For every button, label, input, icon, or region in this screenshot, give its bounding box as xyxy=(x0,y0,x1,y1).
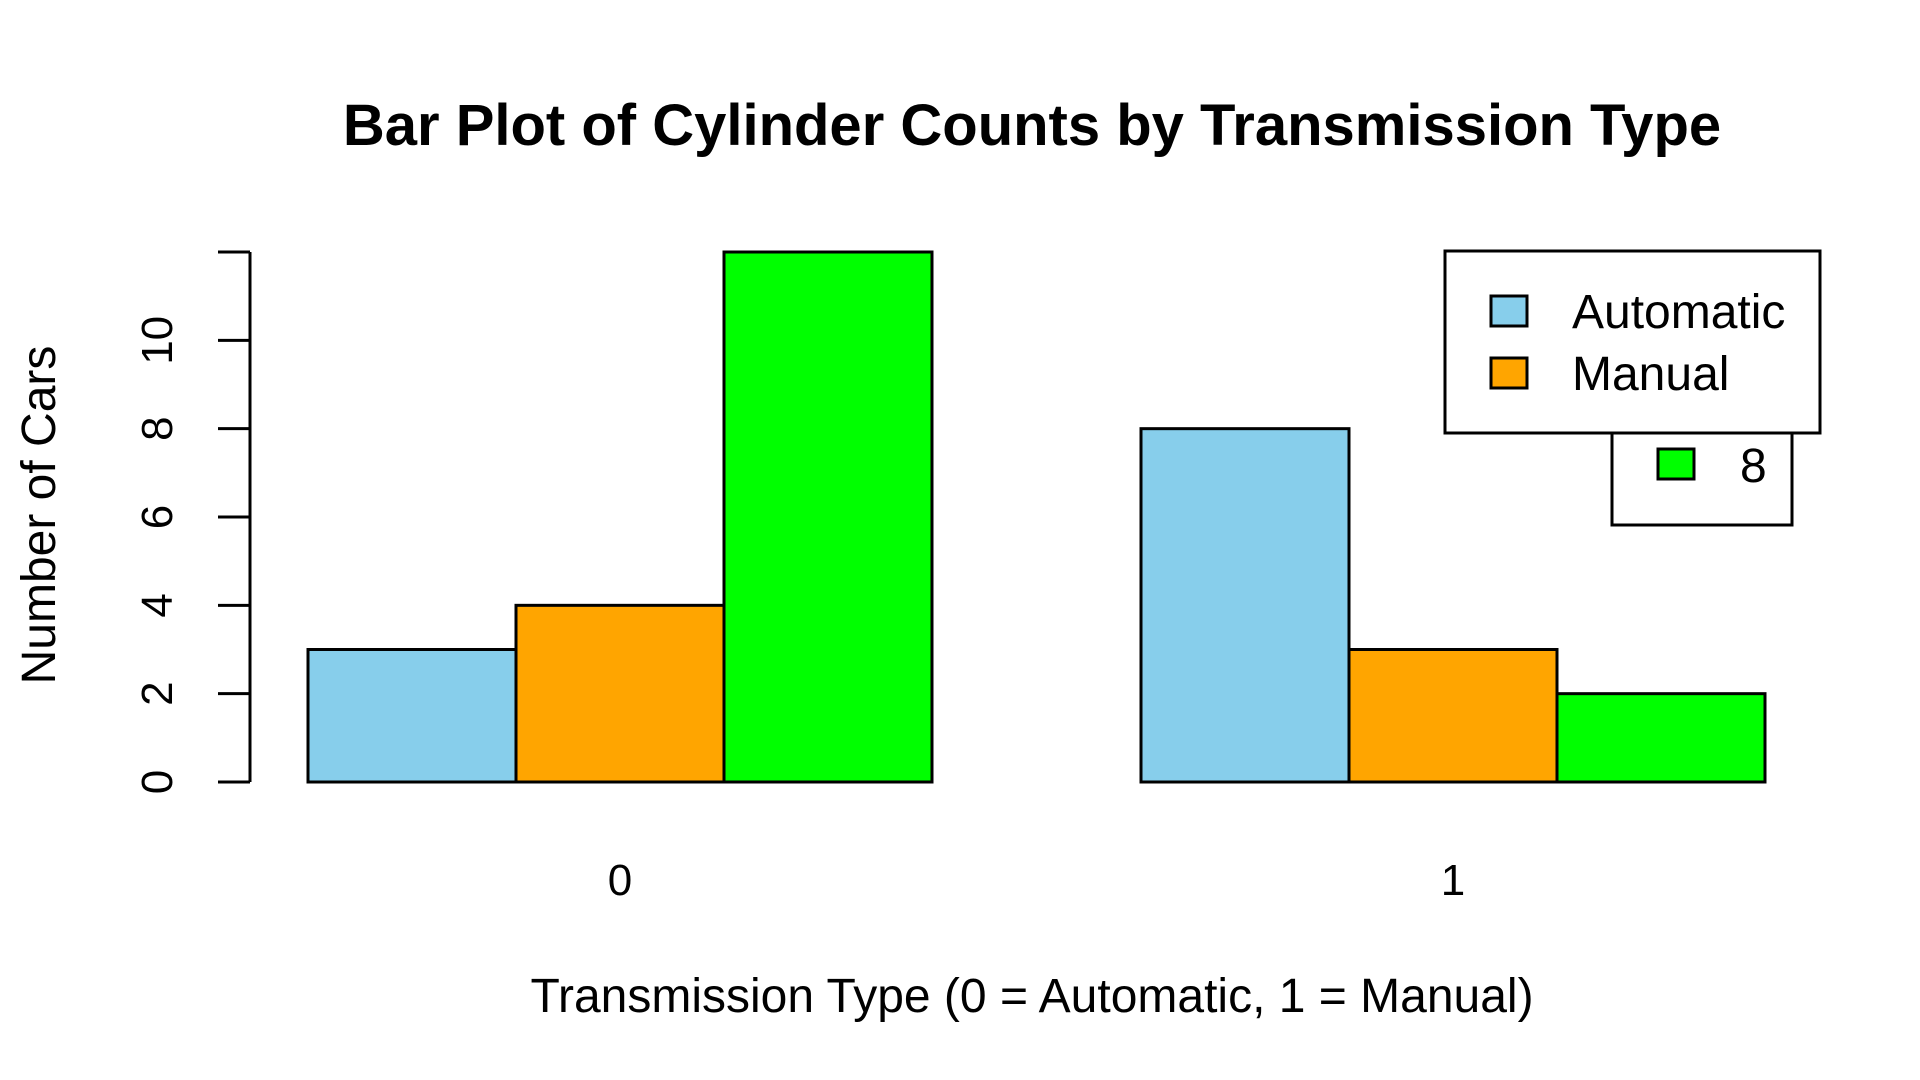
x-tick-label: 0 xyxy=(608,856,632,905)
y-tick-label: 8 xyxy=(133,416,182,440)
legend-swatch xyxy=(1489,294,1529,328)
bar-series xyxy=(306,250,1767,784)
legend-label: Automatic xyxy=(1572,286,1785,339)
legend-back-swatch xyxy=(1656,447,1696,481)
bar-1-series-1 xyxy=(1139,427,1351,784)
y-tick-label: 10 xyxy=(133,316,182,365)
x-tick-label: 1 xyxy=(1441,856,1465,905)
legend-box xyxy=(1443,249,1822,435)
legend: Automatic Manual xyxy=(1443,249,1822,435)
y-tick-label: 0 xyxy=(133,770,182,794)
legend-back-label: 8 xyxy=(1740,440,1767,493)
legend-swatch xyxy=(1489,356,1529,390)
bar-0-series-3 xyxy=(722,250,934,784)
chart-title: Bar Plot of Cylinder Counts by Transmiss… xyxy=(343,93,1721,158)
bar-0-series-2 xyxy=(514,603,726,784)
x-axis-label: Transmission Type (0 = Automatic, 1 = Ma… xyxy=(530,970,1533,1023)
y-tick-label: 4 xyxy=(133,593,182,617)
bar-1-series-3 xyxy=(1555,692,1767,784)
legend-label: Manual xyxy=(1572,348,1729,401)
y-axis-label: Number of Cars xyxy=(13,346,66,685)
y-tick-label: 6 xyxy=(133,505,182,529)
bar-1-series-2 xyxy=(1347,648,1559,784)
y-axis: 0 2 4 6 8 10 xyxy=(133,250,252,794)
y-tick-label: 2 xyxy=(133,681,182,705)
bar-0-series-1 xyxy=(306,648,518,784)
